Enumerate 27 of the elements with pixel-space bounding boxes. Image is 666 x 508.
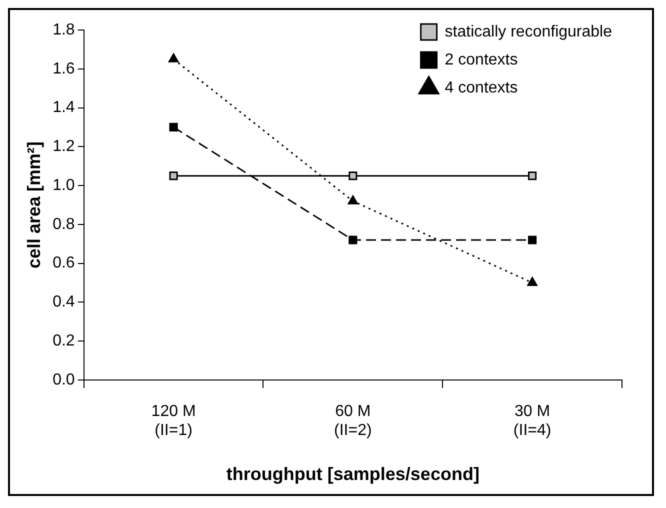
legend-label: 2 contexts <box>444 51 518 68</box>
y-tick-label: 1.6 <box>52 60 75 78</box>
point <box>348 236 358 244</box>
point <box>169 122 178 132</box>
x-tick-label: 120 M (II=1) <box>151 403 196 440</box>
legend-label: statically reconfigurable <box>444 23 612 40</box>
point <box>528 172 537 180</box>
x-tick-label: 30 M (II=4) <box>513 403 552 440</box>
y-tick-label: 0.4 <box>52 294 75 311</box>
y-tick-label: 0.0 <box>52 371 75 388</box>
y-tick-label: 0.8 <box>52 216 75 233</box>
point <box>527 277 538 286</box>
y-tick-label: 0.2 <box>52 332 75 350</box>
y-tick-label: 1.0 <box>52 176 75 194</box>
x-tick-label: 60 M (II=2) <box>334 403 372 440</box>
point <box>348 195 358 204</box>
point <box>168 53 179 62</box>
y-tick-label: 0.6 <box>52 254 75 272</box>
point <box>348 172 358 180</box>
point <box>528 236 537 244</box>
y-tick-label: 1.8 <box>52 21 75 38</box>
y-tick-label: 1.4 <box>52 99 75 116</box>
y-axis-title: cell area [mm²] <box>24 141 44 269</box>
point <box>169 172 178 180</box>
legend-label: 4 contexts <box>444 79 518 96</box>
x-axis-title: throughput [samples/second] <box>226 464 480 484</box>
y-tick-label: 1.2 <box>52 138 75 156</box>
